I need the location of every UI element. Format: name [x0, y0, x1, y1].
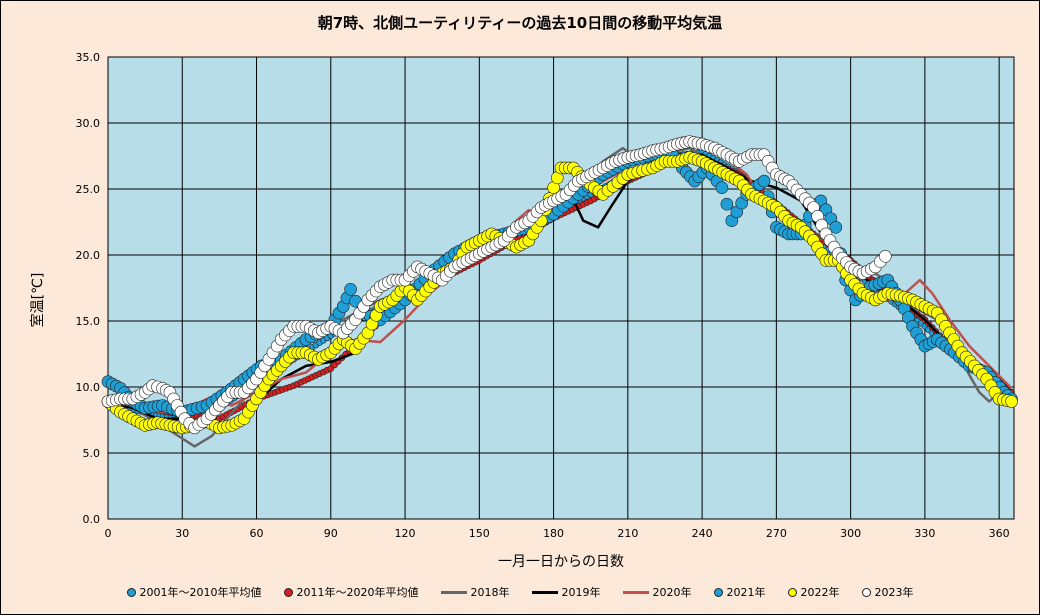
legend-item: 2001年〜2010年平均値 [126, 584, 262, 600]
x-tick-label: 240 [692, 527, 713, 540]
y-tick-label: 35.0 [76, 51, 101, 64]
legend-label: 2023年 [874, 586, 914, 599]
legend-label: 2018年 [470, 586, 510, 599]
y-tick-label: 30.0 [76, 117, 101, 130]
y-tick-label: 10.0 [76, 381, 101, 394]
legend-marker [861, 587, 871, 597]
y-axis-ticks: 0.0 5.0 10.0 15.0 20.0 25.0 30.0 35.0 [76, 51, 101, 526]
x-tick-label: 180 [543, 527, 564, 540]
x-tick-label: 120 [395, 527, 416, 540]
y-axis-title: 室温[℃] [29, 273, 46, 328]
legend-label: 2021年 [726, 586, 766, 599]
data-point [878, 249, 892, 263]
data-point [715, 181, 729, 194]
chart-title: 朝7時、北側ユーティリティーの過去10日間の移動平均気温 [317, 14, 723, 32]
x-tick-label: 270 [766, 527, 787, 540]
y-tick-label: 5.0 [83, 447, 101, 460]
series-7 [101, 135, 892, 435]
x-axis-title: 一月一日からの日数 [498, 554, 624, 570]
legend-marker [126, 587, 136, 597]
y-tick-label: 20.0 [76, 249, 101, 262]
legend-marker [713, 587, 723, 597]
data-point [829, 221, 843, 234]
series-6 [101, 151, 1018, 435]
data-point [720, 197, 734, 211]
data-point [1005, 395, 1018, 408]
legend-item: 2021年 [713, 584, 766, 600]
legend-marker [531, 590, 558, 594]
legend-label: 2020年 [652, 586, 692, 599]
x-tick-label: 360 [989, 527, 1010, 540]
legend-item: 2023年 [861, 584, 914, 600]
legend-item: 2020年 [622, 584, 692, 600]
legend-item: 2011年〜2020年平均値 [283, 584, 419, 600]
x-tick-label: 30 [175, 527, 189, 540]
legend-marker [787, 587, 797, 597]
series-layer [101, 135, 1018, 448]
legend: 2001年〜2010年平均値 2011年〜2020年平均値 2018年 2019年 20… [0, 584, 1040, 600]
legend-marker [283, 587, 293, 597]
x-tick-label: 90 [324, 527, 338, 540]
x-tick-label: 300 [840, 527, 861, 540]
legend-label: 2011年〜2020年平均値 [296, 586, 419, 599]
data-point [757, 174, 771, 188]
legend-label: 2022年 [800, 586, 840, 599]
legend-label: 2019年 [561, 586, 601, 599]
x-tick-label: 60 [250, 527, 264, 540]
x-tick-label: 330 [914, 527, 935, 540]
y-tick-label: 15.0 [76, 315, 101, 328]
x-tick-label: 150 [469, 527, 490, 540]
legend-marker [622, 590, 649, 594]
y-tick-label: 25.0 [76, 183, 101, 196]
legend-item: 2022年 [787, 584, 840, 600]
x-axis-ticks: 0 30 60 90 120 150 180 210 240 270 300 330 360 [105, 527, 1010, 540]
legend-marker [440, 590, 467, 594]
y-tick-label: 0.0 [83, 513, 101, 526]
legend-item: 2018年 [440, 584, 510, 600]
x-tick-label: 0 [105, 527, 112, 540]
legend-label: 2001年〜2010年平均値 [139, 586, 262, 599]
legend-item: 2019年 [531, 584, 601, 600]
x-tick-label: 210 [617, 527, 638, 540]
data-point [344, 282, 357, 296]
